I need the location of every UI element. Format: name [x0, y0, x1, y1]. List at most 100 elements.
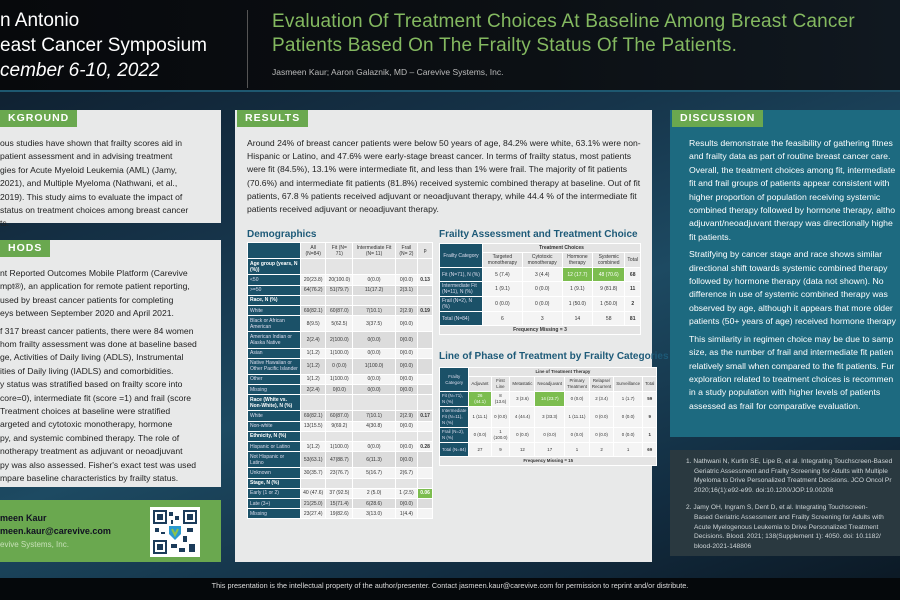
- row-label: Total (N=84): [438, 442, 470, 457]
- discussion-heading: DISCUSSION: [672, 110, 764, 127]
- table-cell: 6(28.6): [352, 497, 396, 510]
- qr-code[interactable]: [150, 507, 200, 557]
- row-label: Age group (years, N (%)): [246, 258, 302, 276]
- table-cell: 0 (0.0): [325, 357, 354, 375]
- table-row: Fit (N=71), N (%) 26 (44.1) 8 (13.6) 3 (3.6…: [438, 391, 658, 407]
- table-cell: 1(4.4): [394, 508, 419, 520]
- table-cell: [325, 394, 354, 412]
- conference-line: east Cancer Symposium: [0, 35, 207, 56]
- p-value-cell: 0.06: [417, 487, 433, 499]
- table-cell: [300, 294, 327, 306]
- section-row: Ethnicity, N (%): [246, 430, 433, 443]
- table-cell: 7(10.1): [352, 410, 396, 422]
- column-header: Cytotoxic monotherapy: [521, 252, 563, 268]
- contact-org: evive Systems, Inc.: [0, 540, 69, 549]
- text-line: 2020;16(1):e92-e99. doi:10.1200/JOP.19.0…: [694, 486, 834, 494]
- table-cell: 3 (4.4): [521, 267, 563, 282]
- line-of-phase-title: Line of Phase of Treatment by Frailty Ca…: [439, 351, 669, 362]
- column-header: First Line: [490, 376, 511, 392]
- table-row: Unknown 30(35.7) 23(76.7) 5(16.7) 2(6.7): [246, 467, 433, 479]
- column-header: Surveillance: [613, 376, 644, 392]
- table-cell: 69(82.1): [300, 304, 327, 317]
- table-cell: 2 (5.0): [352, 487, 396, 499]
- column-header: Targeted monotherapy: [482, 252, 523, 268]
- table-header-row: Targeted monotherapy Cytotoxic monotherap…: [440, 252, 641, 268]
- references-list: 1. Nathwani N, Kurtin SE, Lipe B, et al.…: [686, 457, 900, 559]
- text-line: assessed as frail for comparative evalua…: [689, 400, 861, 411]
- demographics-table: All (N=84) Fit (N= 71) Intermediate Fit (N…: [246, 241, 433, 520]
- corner-header: Frailty Category: [438, 367, 470, 392]
- row-label: Not Hispanic or Latino: [246, 451, 302, 469]
- table-row: <50 20(23.8) 20(100.0) 0(0.0) 0(0.0) 0.13: [246, 274, 433, 286]
- row-label: Intermediate Fit (N=11), N (%): [438, 281, 484, 297]
- table-cell: 21(25.0): [300, 497, 327, 510]
- frailty-treatment-title: Frailty Assessment and Treatment Choice: [439, 229, 638, 240]
- table-cell: 14 (23.7): [534, 391, 566, 407]
- table-cell: 1 (11.11): [564, 406, 590, 428]
- text-line: Myeloma to Drive Personalized Treatment …: [694, 477, 892, 485]
- table-cell: [394, 430, 419, 443]
- table-row: Total (N=84) 27 9 12 17 1 2 1 69: [438, 442, 658, 457]
- table-cell: 58: [592, 311, 626, 326]
- row-label: Hispanic or Latino: [246, 440, 302, 453]
- text-line: ge, Activities of Daily living (ADLS), I…: [0, 352, 184, 363]
- column-header: Neoadjuvant: [534, 376, 566, 392]
- column-header: [246, 241, 302, 260]
- table-cell: [325, 430, 354, 443]
- table-cell: 4(30.8): [352, 420, 396, 432]
- table-cell: 53(63.1): [300, 451, 327, 469]
- text-line: py was also assessed. Fisher's exact tes…: [0, 459, 197, 470]
- table-cell: 3 (3.6): [509, 391, 536, 407]
- table-cell: 0 (0.0): [588, 406, 615, 428]
- p-value-cell: [417, 477, 433, 489]
- row-label: Frail (N=2), N (%): [438, 296, 484, 312]
- table-cell: 8 (13.6): [490, 391, 511, 407]
- p-value-cell: [417, 347, 433, 359]
- table-cell: 0 (0.0): [521, 296, 563, 312]
- table-cell: 2(2.4): [300, 331, 327, 349]
- row-label: Total (N=84): [438, 311, 484, 326]
- column-header: Total: [624, 252, 641, 268]
- table-cell: 1 (1.7): [613, 391, 644, 407]
- table-cell: 1(100.0): [325, 347, 354, 359]
- table-cell: 2: [624, 296, 641, 312]
- table-cell: 3(37.5): [352, 315, 396, 333]
- p-value-cell: [417, 394, 433, 412]
- table-cell: 1(1.2): [300, 440, 327, 453]
- table-cell: 9(69.2): [325, 420, 354, 432]
- table-cell: 11: [624, 281, 641, 297]
- table-cell: [352, 394, 396, 412]
- row-label: Missing: [246, 508, 302, 520]
- reference-item: 2. Jamy OH, Ingram S, Dent D, et al. Int…: [686, 503, 900, 551]
- table-cell: 0(0.0): [394, 357, 419, 375]
- text-line: patients (50+ years of age) received hor…: [689, 316, 896, 327]
- table-cell: 0 (0.0): [534, 427, 566, 443]
- table-cell: 1(100.0): [325, 373, 354, 386]
- text-line: adjuvant/neoadjuvant therapy was directi…: [689, 218, 893, 229]
- row-label: Stage, N (%): [246, 477, 302, 489]
- row-label: Ethnicity, N (%): [246, 430, 302, 443]
- row-label: White: [246, 410, 302, 422]
- row-label: >=50: [246, 284, 302, 296]
- table-cell: 7(10.1): [352, 304, 396, 317]
- frailty-treatment-table: Frailty Category Treatment Choices Targete…: [438, 243, 641, 335]
- table-row: Native Hawaiian or Other Pacific Islande…: [246, 357, 433, 375]
- contact-email[interactable]: meen.kaur@carevive.com: [0, 526, 111, 536]
- table-cell: 2(3.1): [394, 284, 419, 296]
- text-line: eys between September 2020 and April 202…: [0, 308, 174, 319]
- table-cell: 0(0.0): [352, 384, 396, 396]
- text-line: directional shift towards systemic combi…: [689, 262, 888, 273]
- table-cell: 0 (0.0): [482, 296, 523, 312]
- table-cell: 69(82.1): [300, 410, 327, 422]
- table-cell: [300, 258, 327, 276]
- text-line: Results demonstrate the feasibility of g…: [689, 138, 893, 148]
- p-value-cell: [417, 373, 433, 386]
- discussion-paragraph: Stratifying by cancer stage and race sho…: [689, 248, 900, 328]
- column-header: All (N=84): [300, 241, 327, 260]
- p-value-cell: 0.28: [417, 440, 433, 453]
- table-cell: 2(2.9): [394, 410, 419, 422]
- row-label: Asian: [246, 347, 302, 359]
- table-row: Black or African American 8(9.5) 5(62.5) 3(…: [246, 315, 433, 333]
- text-line: ities of Daily living (IADLS) and comorb…: [0, 365, 174, 376]
- p-value-cell: [417, 284, 433, 296]
